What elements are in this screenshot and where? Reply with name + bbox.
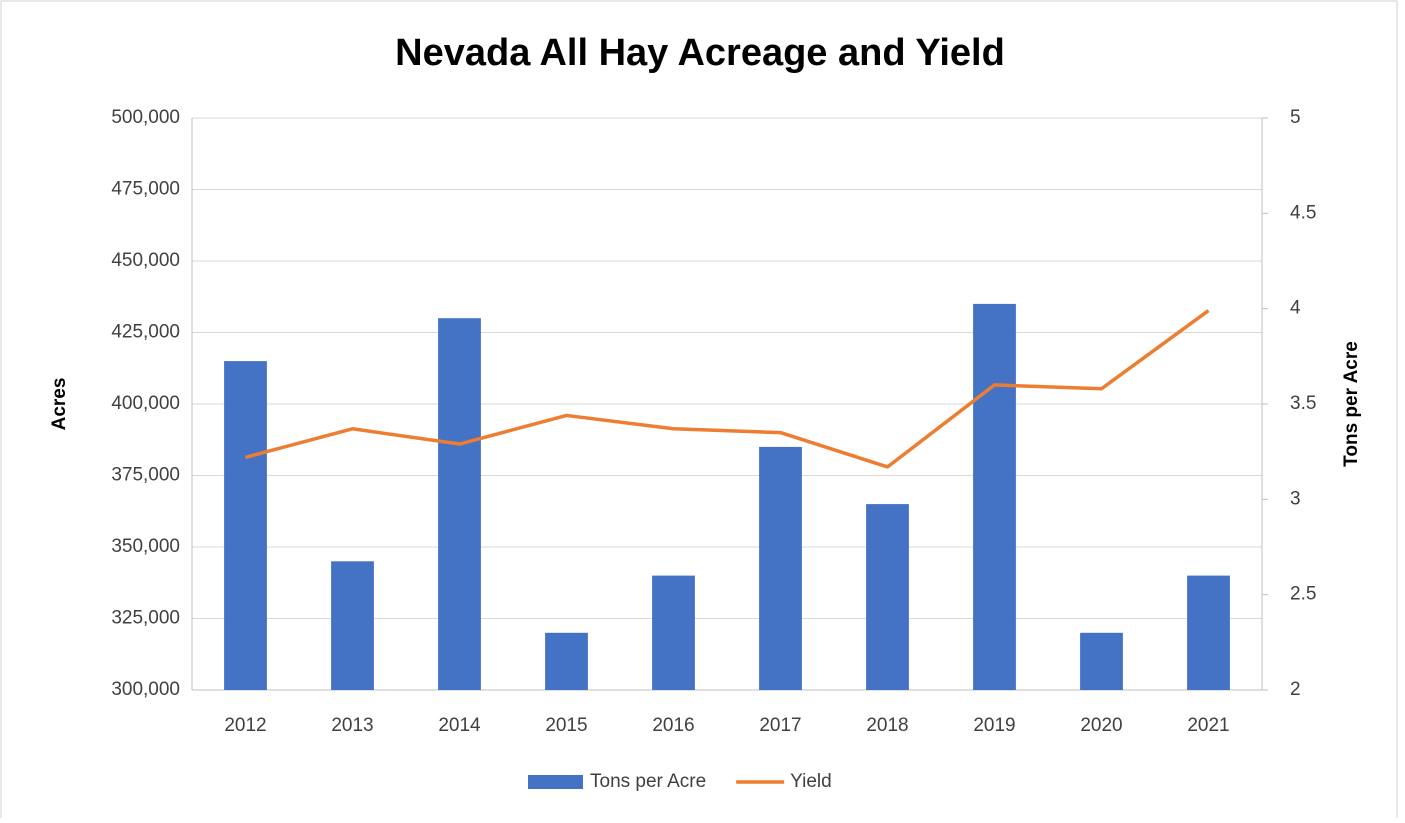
x-tick-label: 2017: [759, 715, 801, 736]
y-tick-label: 475,000: [111, 179, 180, 200]
y-tick-label: 500,000: [111, 107, 180, 128]
bar: [545, 632, 588, 690]
y-tick-label: 400,000: [111, 393, 180, 414]
x-tick-label: 2014: [438, 715, 481, 736]
y2-tick-label: 5: [1290, 107, 1301, 128]
y-tick-label: 425,000: [111, 322, 180, 343]
y2-tick-label: 2: [1290, 679, 1301, 700]
yield-line: [245, 309, 1210, 469]
x-tick-label: 2021: [1187, 715, 1229, 736]
y2-tick-label: 3.5: [1290, 393, 1316, 414]
y-tick-label: 375,000: [111, 465, 180, 486]
bar: [866, 504, 909, 690]
bar: [652, 575, 695, 690]
bar: [331, 561, 374, 690]
bar: [438, 318, 481, 690]
x-tick-label: 2015: [545, 715, 587, 736]
x-tick-label: 2019: [973, 715, 1015, 736]
bar: [759, 446, 802, 690]
x-tick-label: 2020: [1080, 715, 1122, 736]
x-tick-label: 2013: [331, 715, 373, 736]
y2-axis-title: Tons per Acre: [1341, 341, 1362, 467]
x-tick-label: 2012: [224, 715, 266, 736]
y-tick-label: 300,000: [111, 679, 180, 700]
bar: [1187, 575, 1230, 690]
legend-label: Tons per Acre: [590, 771, 706, 792]
y-tick-label: 450,000: [111, 250, 180, 271]
x-tick-label: 2016: [652, 715, 694, 736]
y2-tick-label: 4: [1290, 298, 1301, 319]
y2-tick-label: 3: [1290, 488, 1301, 509]
y-axis-title: Acres: [49, 378, 70, 431]
y-tick-label: 350,000: [111, 536, 180, 557]
bar: [224, 361, 267, 690]
legend-label: Yield: [790, 771, 832, 792]
bar: [973, 303, 1016, 690]
bar: [1080, 632, 1123, 690]
y-tick-label: 325,000: [111, 608, 180, 629]
chart-title: Nevada All Hay Acreage and Yield: [395, 32, 1005, 74]
x-tick-label: 2018: [866, 715, 908, 736]
y2-tick-label: 4.5: [1290, 202, 1316, 223]
y2-tick-label: 2.5: [1290, 584, 1316, 605]
legend-swatch: [528, 775, 583, 789]
